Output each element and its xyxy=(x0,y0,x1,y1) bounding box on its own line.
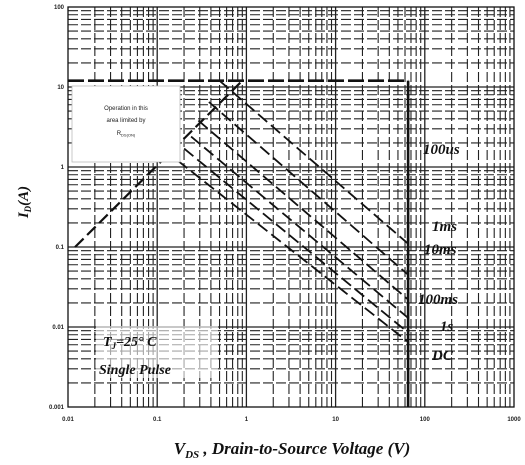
x-tick-label: 1 xyxy=(245,417,249,423)
curve-label-1ms: 1ms xyxy=(432,219,457,235)
curve-label-10ms: 10ms xyxy=(424,242,457,258)
y-axis-unit: (A) xyxy=(16,186,32,206)
single-pulse-label: Single Pulse xyxy=(99,363,171,378)
tj-subscript: J xyxy=(111,341,117,351)
annotation-rds-on: RDS(ON) xyxy=(117,131,136,138)
rds-on-annotation: Operation in this area limited by RDS(ON… xyxy=(71,85,181,163)
curve-1s xyxy=(183,147,409,334)
annotation-line-2: area limited by xyxy=(106,118,145,124)
x-axis-symbol: V xyxy=(174,439,187,458)
axis-tick-labels: 0.01 0.1 1 10 100 1000 0.001 0.01 0.1 1 10 100 xyxy=(49,5,521,423)
annotation-rds-subscript: DS(ON) xyxy=(121,133,136,138)
tj-symbol: T xyxy=(103,335,113,350)
tj-value: =25° C xyxy=(116,335,157,350)
annotation-rds-symbol: R xyxy=(117,131,122,137)
junction-temperature: TJ=25° C xyxy=(103,335,157,351)
x-tick-label: 1000 xyxy=(507,417,521,423)
annotation-box xyxy=(71,85,181,163)
curve-label-dc: DC xyxy=(431,348,454,364)
y-tick-label: 1 xyxy=(61,165,65,171)
limit-lines xyxy=(68,79,410,407)
curve-label-100us: 100us xyxy=(423,142,460,158)
test-conditions: TJ=25° C Single Pulse xyxy=(96,326,218,378)
curve-100us xyxy=(218,80,409,245)
y-axis-title: ID(A) xyxy=(16,186,33,219)
x-tick-label: 0.1 xyxy=(153,417,162,423)
curve-100ms xyxy=(190,135,409,319)
grid xyxy=(68,7,514,407)
conditions-backdrop xyxy=(96,326,218,378)
curve-label-1s: 1s xyxy=(440,319,454,335)
pulse-curves xyxy=(177,80,409,343)
x-axis-subscript: DS xyxy=(184,449,199,461)
y-tick-label: 10 xyxy=(57,85,64,91)
x-tick-label: 0.01 xyxy=(62,417,74,423)
annotation-line-1: Operation in this xyxy=(104,106,148,112)
curve-dc xyxy=(177,159,409,343)
x-axis-description: , Drain-to-Source Voltage (V) xyxy=(199,439,410,458)
curve-10ms xyxy=(197,119,409,301)
curve-label-100ms: 100ms xyxy=(418,292,458,308)
y-tick-label: 0.01 xyxy=(52,325,64,331)
plot-frame xyxy=(67,6,515,408)
y-tick-label: 0.001 xyxy=(49,405,65,411)
y-tick-label: 100 xyxy=(54,5,65,11)
y-axis-symbol: I xyxy=(16,211,32,219)
y-axis-subscript: D xyxy=(23,205,33,213)
y-tick-label: 0.1 xyxy=(56,245,65,251)
curve-1ms xyxy=(208,101,409,276)
x-tick-label: 100 xyxy=(420,417,431,423)
rds-on-limit-line xyxy=(74,79,244,248)
x-axis-title: VDS , Drain-to-Source Voltage (V) xyxy=(174,439,411,461)
x-tick-label: 10 xyxy=(332,417,339,423)
